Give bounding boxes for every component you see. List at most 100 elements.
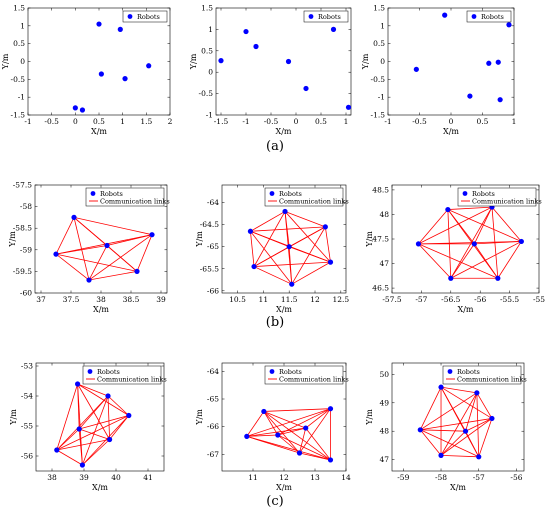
robot-point <box>296 450 303 456</box>
x-tick-label: 41 <box>143 473 153 482</box>
communication-link <box>465 418 493 432</box>
communication-link <box>88 245 108 281</box>
robot-point <box>497 97 503 103</box>
x-tick-label: 38 <box>47 473 57 482</box>
y-tick-label: -58 <box>20 202 32 211</box>
communication-link <box>253 211 286 267</box>
y-axis-label: Y/m <box>8 231 17 248</box>
communication-link <box>56 383 78 451</box>
x-tick-label: 1.5 <box>140 117 152 126</box>
x-tick-label: -59 <box>397 473 409 482</box>
communication-link <box>246 411 265 437</box>
robot-point <box>327 406 334 412</box>
communication-link <box>78 395 109 430</box>
y-tick-label: 50 <box>379 370 389 379</box>
robot-point <box>476 454 482 460</box>
chart-5: -57.5 -57 -56.5 -56 -55.5 -55 46.5 47 47.5 48 48.5… <box>365 184 545 314</box>
robot-point <box>518 238 524 245</box>
communication-link <box>82 439 110 466</box>
x-tick-label: -56 <box>510 473 522 482</box>
chart-6: 38 39 40 41 -56 -55 -54 -53 X/m Y/m RobotsCommunic… <box>9 362 167 493</box>
y-tick-label: -59.5 <box>13 267 32 276</box>
plot-frame <box>35 362 165 472</box>
communication-link <box>106 245 138 272</box>
robot-point <box>275 432 281 438</box>
y-tick-label: -1 <box>378 93 385 102</box>
robot-point <box>122 76 128 82</box>
x-tick-label: -1 <box>242 117 249 126</box>
legend-robot-marker <box>90 191 96 196</box>
y-tick-label: 46.5 <box>372 284 389 293</box>
robot-point <box>467 93 473 99</box>
x-axis-label: X/m <box>276 127 292 136</box>
y-tick-label: 1.5 <box>13 4 25 13</box>
x-axis-label: X/m <box>450 483 466 492</box>
robot-point <box>72 105 78 111</box>
legend-label: Robots <box>137 13 160 21</box>
legend-label: Communication links <box>472 198 542 206</box>
robot-point <box>445 206 451 213</box>
y-tick-label: 1 <box>208 25 213 34</box>
robot-point <box>149 232 155 238</box>
robot-point <box>117 26 123 32</box>
communication-link <box>299 452 331 461</box>
communication-link <box>465 392 478 432</box>
legend-label: Robots <box>472 190 495 198</box>
panel-label-c: (c) <box>266 494 283 508</box>
communication-link <box>250 211 286 232</box>
robot-point <box>54 447 60 453</box>
communication-link <box>79 415 129 430</box>
legend-robot-marker <box>308 14 314 19</box>
y-tick-label: -59 <box>20 245 32 254</box>
robot-point <box>438 452 444 458</box>
x-tick-label: -0.5 <box>44 117 59 126</box>
robot-point <box>75 381 81 387</box>
x-tick-label: 14 <box>341 473 351 482</box>
y-tick-label: -1 <box>18 93 25 102</box>
y-axis-label: Y/m <box>9 409 18 426</box>
legend-robot-marker <box>462 191 468 196</box>
y-axis-label: Y/m <box>195 231 204 248</box>
legend-robot-marker <box>269 369 275 374</box>
communication-link <box>73 217 153 236</box>
communication-link <box>88 234 153 281</box>
robot-point <box>442 12 448 18</box>
x-tick-label: -55.5 <box>500 295 519 304</box>
x-tick-label: 13 <box>310 473 320 482</box>
x-tick-label: 0.5 <box>93 117 105 126</box>
legend-label: Robots <box>100 190 123 198</box>
panel-label-b: (b) <box>266 315 284 330</box>
communication-link <box>55 234 153 255</box>
communication-link <box>288 226 326 248</box>
robot-point <box>243 28 249 35</box>
x-tick-label: 1 <box>344 117 349 126</box>
x-tick-label: -1 <box>24 117 31 126</box>
y-tick-label: 48 <box>379 210 389 219</box>
legend-box <box>122 10 168 23</box>
communication-link <box>478 418 493 457</box>
y-tick-label: -58.5 <box>13 224 32 233</box>
y-tick-label: -0.5 <box>199 89 214 98</box>
communication-link <box>420 429 466 432</box>
y-tick-label: -0.5 <box>371 75 386 84</box>
x-tick-label: -57 <box>415 295 427 304</box>
y-tick-label: -54 <box>21 392 33 401</box>
robot-point <box>462 428 469 434</box>
communication-link <box>299 427 307 454</box>
robot-point <box>134 268 140 274</box>
x-tick-label: 39 <box>79 473 89 482</box>
legend-robot-marker <box>87 369 93 374</box>
communication-link <box>440 386 493 419</box>
y-tick-label: -66 <box>207 422 219 431</box>
legend-box <box>303 10 349 23</box>
x-tick-label: 12 <box>310 295 320 304</box>
plot-frame <box>221 184 347 294</box>
communication-link <box>246 435 331 461</box>
communication-link <box>254 261 331 267</box>
x-axis-label: X/m <box>92 483 108 492</box>
x-tick-label: -56 <box>474 295 486 304</box>
x-tick-label: -57.5 <box>382 295 401 304</box>
communication-link <box>109 415 130 440</box>
robot-point <box>471 241 477 247</box>
communication-link <box>450 241 522 279</box>
